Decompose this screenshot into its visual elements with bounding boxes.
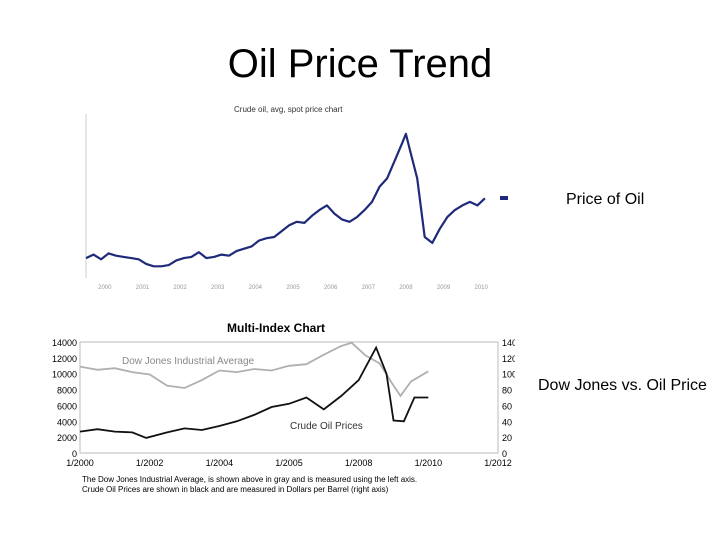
chart2-caption-line-1: The Dow Jones Industrial Average, is sho… [82,475,417,484]
chart1-x-tick-label: 2007 [362,285,376,291]
chart2-left-tick-label: 8000 [57,386,77,396]
chart2-right-tick-label: 60 [502,401,512,411]
chart2-crude-annotation: Crude Oil Prices [290,421,363,432]
chart2-left-tick-label: 12000 [52,354,77,364]
chart2-x-tick-label: 1/2004 [206,458,234,468]
chart2-plot-frame [79,341,499,454]
chart2-x-tick-label: 1/2005 [275,458,303,468]
chart2-left-tick-label: 4000 [57,417,77,427]
chart1-x-tick-label: 2001 [136,285,150,291]
chart2-dow-line [79,341,429,398]
chart1-x-tick-label: 2009 [437,285,451,291]
chart2-right-tick-label: 20 [502,433,512,443]
chart2-left-tick-label: 6000 [57,401,77,411]
oil-price-chart: Crude oil, avg, spot price chart 2000 2001… [58,100,538,295]
chart1-x-tick-label: 2000 [98,285,112,291]
chart1-oil-line [85,132,486,268]
chart1-x-tick-label: 2003 [211,285,225,291]
chart2-x-tick-label: 1/2000 [66,458,94,468]
chart2-right-tick-label: 120 [502,354,515,364]
chart2-right-tick-label: 40 [502,417,512,427]
chart2-crude-oil-line [79,345,429,439]
chart2-title: Multi-Index Chart [227,321,325,335]
chart2-x-tick-label: 1/2010 [415,458,443,468]
chart2-right-tick-label: 0 [502,449,507,459]
chart2-x-tick-label: 1/2002 [136,458,164,468]
chart1-x-tick-label: 2008 [399,285,413,291]
chart1-x-tick-label: 2010 [475,285,489,291]
dow-vs-oil-label: Dow Jones vs. Oil Price [538,377,707,394]
chart2-x-tick-label: 1/2012 [484,458,512,468]
multi-index-chart-svg: Multi-Index Chart14000120001000080006000… [52,321,517,494]
slide-title: Oil Price Trend [227,42,493,86]
chart2-left-tick-label: 10000 [52,370,77,380]
chart1-x-tick-label: 2005 [286,285,300,291]
chart1-x-tick-label: 2002 [173,285,187,291]
chart2-left-tick-label: 14000 [52,338,77,348]
chart1-title: Crude oil, avg, spot price chart [234,105,343,114]
chart1-x-tick-label: 2004 [249,285,263,291]
chart2-dow-annotation: Dow Jones Industrial Average [122,356,255,367]
chart2-left-tick-label: 2000 [57,433,77,443]
chart2-caption-line-2: Crude Oil Prices are shown in black and … [82,485,389,494]
chart2-right-tick-label: 80 [502,386,512,396]
oil-price-chart-svg: Crude oil, avg, spot price chart 2000 2001… [85,105,538,291]
chart2-x-tick-label: 1/2008 [345,458,373,468]
chart2-right-tick-label: 140 [502,338,515,348]
chart1-legend-swatch [500,196,508,200]
price-of-oil-label: Price of Oil [566,191,645,208]
multi-index-chart: Multi-Index Chart 14000 12000 10000 8000 6000… [40,318,517,503]
chart2-left-tick-label: 0 [72,449,77,459]
chart2-right-tick-label: 100 [502,370,515,380]
chart1-x-tick-label: 2006 [324,285,338,291]
